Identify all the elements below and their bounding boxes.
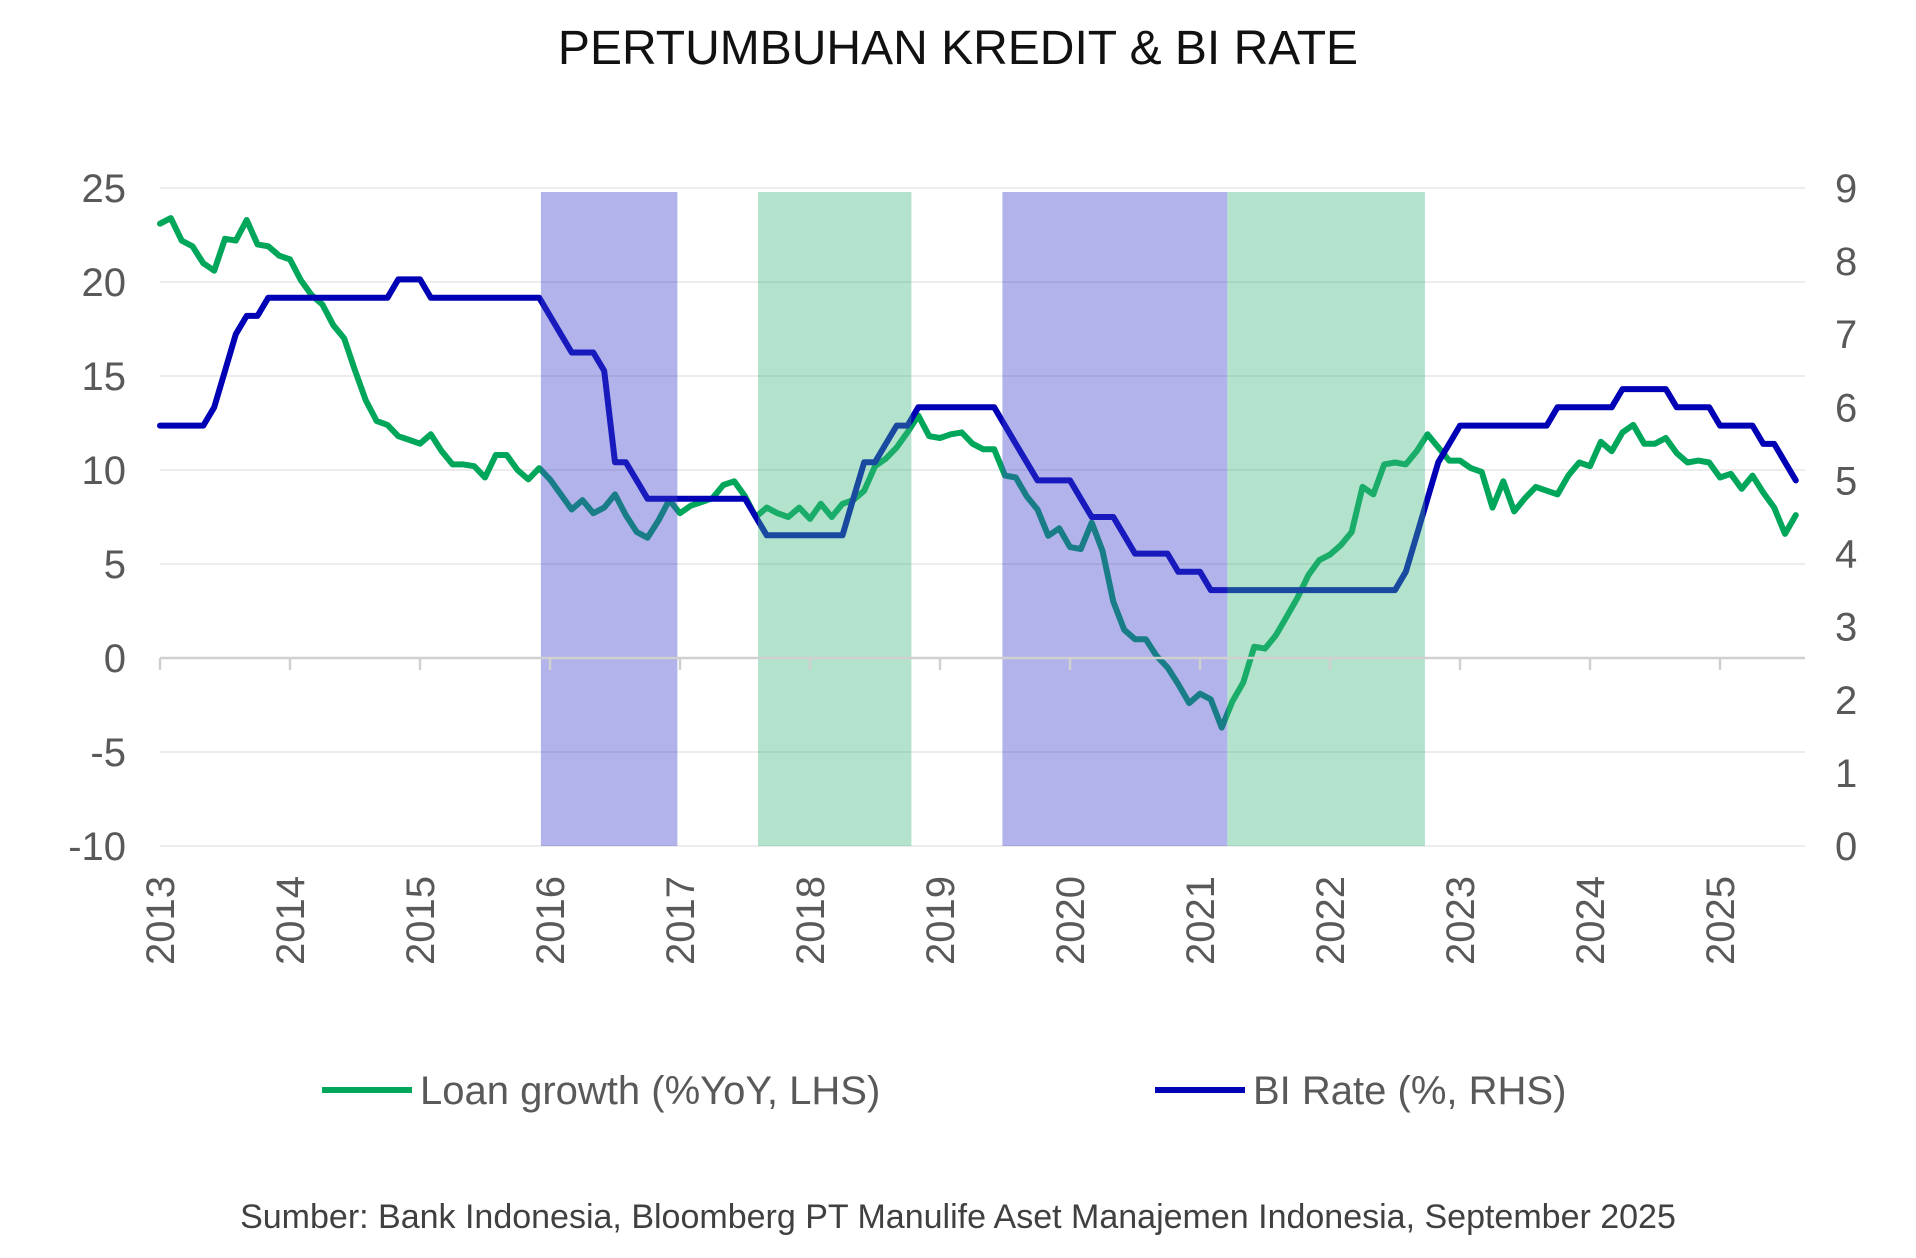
x-tick-label: 2016: [529, 876, 573, 965]
y-right-tick-label: 4: [1835, 533, 1857, 577]
y-left-tick-label: 25: [82, 167, 127, 211]
x-tick-label: 2018: [789, 876, 833, 965]
y-right-tick-label: 7: [1835, 313, 1857, 357]
shaded-period: [540, 192, 678, 846]
source-note: Sumber: Bank Indonesia, Bloomberg PT Man…: [240, 1198, 1676, 1236]
x-tick-label: 2014: [269, 876, 313, 965]
y-left-tick-label: 10: [82, 449, 127, 493]
gridlines: [160, 187, 1805, 847]
x-tick-label: 2020: [1049, 876, 1093, 965]
legend: Loan growth (%YoY, LHS) BI Rate (%, RHS): [322, 1069, 1566, 1113]
y-right-tick-label: 5: [1835, 459, 1857, 503]
y-right-tick-label: 0: [1835, 825, 1857, 869]
y-right-tick-label: 2: [1835, 679, 1857, 723]
y-right-tick-label: 8: [1835, 240, 1857, 284]
x-tick-label: 2021: [1179, 876, 1223, 965]
x-tick-label: 2022: [1309, 876, 1353, 965]
x-tick-label: 2017: [659, 876, 703, 965]
y-left-tick-label: -10: [68, 825, 126, 869]
y-left-tick-label: 5: [104, 543, 126, 587]
legend-label-bi-rate: BI Rate (%, RHS): [1253, 1069, 1566, 1113]
y-left-tick-label: 0: [104, 637, 126, 681]
series-lines: [157, 215, 1799, 731]
x-tick-label: 2024: [1569, 876, 1613, 965]
y-left-tick-label: 15: [82, 355, 127, 399]
x-tick-label: 2015: [399, 876, 443, 965]
x-tick-label: 2019: [919, 876, 963, 965]
shaded-periods: [540, 192, 1425, 846]
y-right-tick-label: 9: [1835, 167, 1857, 211]
y-right-tick-label: 6: [1835, 386, 1857, 430]
x-tick-label: 2023: [1439, 876, 1483, 965]
y-right-tick-label: 1: [1835, 752, 1857, 796]
shaded-period: [1227, 192, 1425, 846]
x-tick-label: 2013: [139, 876, 183, 965]
shaded-period: [758, 192, 912, 846]
series-line-loan-growth: [157, 215, 1799, 731]
x-tick-label: 2025: [1699, 876, 1743, 965]
chart-title: PERTUMBUHAN KREDIT & BI RATE: [558, 22, 1358, 75]
y-right-tick-label: 3: [1835, 606, 1857, 650]
shaded-period: [1002, 192, 1228, 846]
series-line-bi-rate: [157, 276, 1799, 594]
y-left-tick-label: -5: [90, 731, 126, 775]
y-left-tick-label: 20: [82, 261, 127, 305]
legend-label-loan-growth: Loan growth (%YoY, LHS): [420, 1069, 880, 1113]
